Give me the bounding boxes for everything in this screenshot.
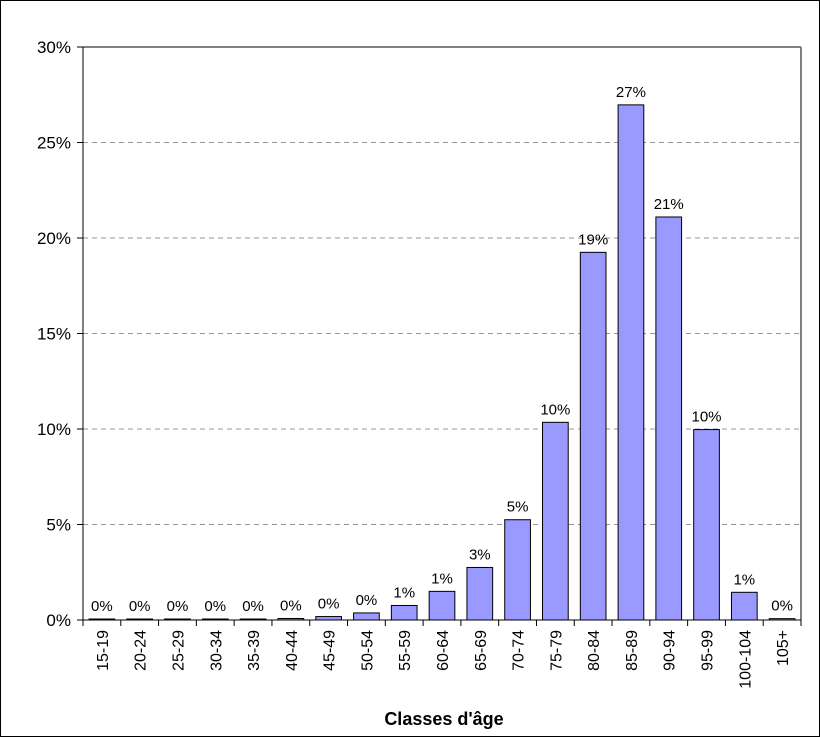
data-label: 1% <box>431 570 453 587</box>
x-tick-label: 85-89 <box>624 630 641 671</box>
bar-60-64 <box>428 590 456 621</box>
labels: 0% 5% 10% 15% 20% 25% 30% 0% 15-19 0% 20-24 0% 25-29… <box>37 38 793 689</box>
x-tick-label: 90-94 <box>662 630 679 671</box>
data-label: 5% <box>507 499 529 516</box>
x-tick-label: 20-24 <box>133 630 150 671</box>
y-tick-label: 20% <box>37 229 71 248</box>
bar-90-94 <box>655 216 683 621</box>
x-tick-label: 30-34 <box>208 630 225 671</box>
x-tick-label: 15-19 <box>95 630 112 671</box>
data-label: 21% <box>654 196 684 213</box>
data-label: 10% <box>540 401 570 418</box>
x-tick-label: 75-79 <box>548 630 565 671</box>
bar-75-79 <box>542 421 569 621</box>
x-tick-label: 45-49 <box>322 630 339 671</box>
x-tick-label: 40-44 <box>284 630 301 671</box>
x-tick-label: 95-99 <box>700 630 717 671</box>
bar-85-89 <box>617 104 645 621</box>
bar-55-59 <box>390 604 418 621</box>
data-label: 10% <box>692 409 722 426</box>
bar-70-74 <box>504 519 531 621</box>
bar-65-69 <box>466 566 494 621</box>
x-tick-label: 50-54 <box>359 630 376 671</box>
bar-95-99 <box>693 429 720 621</box>
y-tick-label: 5% <box>46 516 71 535</box>
y-tick-label: 0% <box>46 611 71 630</box>
data-label: 27% <box>616 84 646 101</box>
data-label: 1% <box>733 571 755 588</box>
x-tick-label: 60-64 <box>435 630 452 671</box>
x-tick-label: 70-74 <box>511 630 528 671</box>
data-label: 0% <box>167 598 189 615</box>
y-tick-label: 25% <box>37 134 71 153</box>
data-label: 0% <box>242 598 264 615</box>
y-tick-label: 10% <box>37 420 71 439</box>
data-label: 0% <box>318 596 340 613</box>
data-label: 0% <box>771 598 793 615</box>
data-label: 19% <box>578 231 608 248</box>
y-tick-label: 30% <box>37 38 71 57</box>
data-label: 0% <box>356 592 378 609</box>
data-label: 3% <box>469 546 491 563</box>
bar-45-49 <box>315 616 342 621</box>
x-tick-label: 55-59 <box>397 630 414 671</box>
bar-80-84 <box>579 251 607 621</box>
x-tick-label: 25-29 <box>170 630 187 671</box>
axes <box>77 46 802 626</box>
x-tick-label: 65-69 <box>473 630 490 671</box>
x-tick-label: 35-39 <box>246 630 263 671</box>
bars <box>88 104 796 621</box>
bar-50-54 <box>353 612 380 621</box>
x-tick-label: 80-84 <box>586 630 603 671</box>
y-tick-label: 15% <box>37 325 71 344</box>
bar-100-104 <box>730 591 758 621</box>
x-tick-label: 100-104 <box>737 630 754 689</box>
data-label: 0% <box>280 597 302 614</box>
data-label: 0% <box>91 598 113 615</box>
data-label: 0% <box>204 598 226 615</box>
data-label: 1% <box>393 584 415 601</box>
data-label: 0% <box>129 598 151 615</box>
x-axis-title: Classes d'âge <box>384 709 503 729</box>
x-tick-label: 105+ <box>775 630 792 666</box>
